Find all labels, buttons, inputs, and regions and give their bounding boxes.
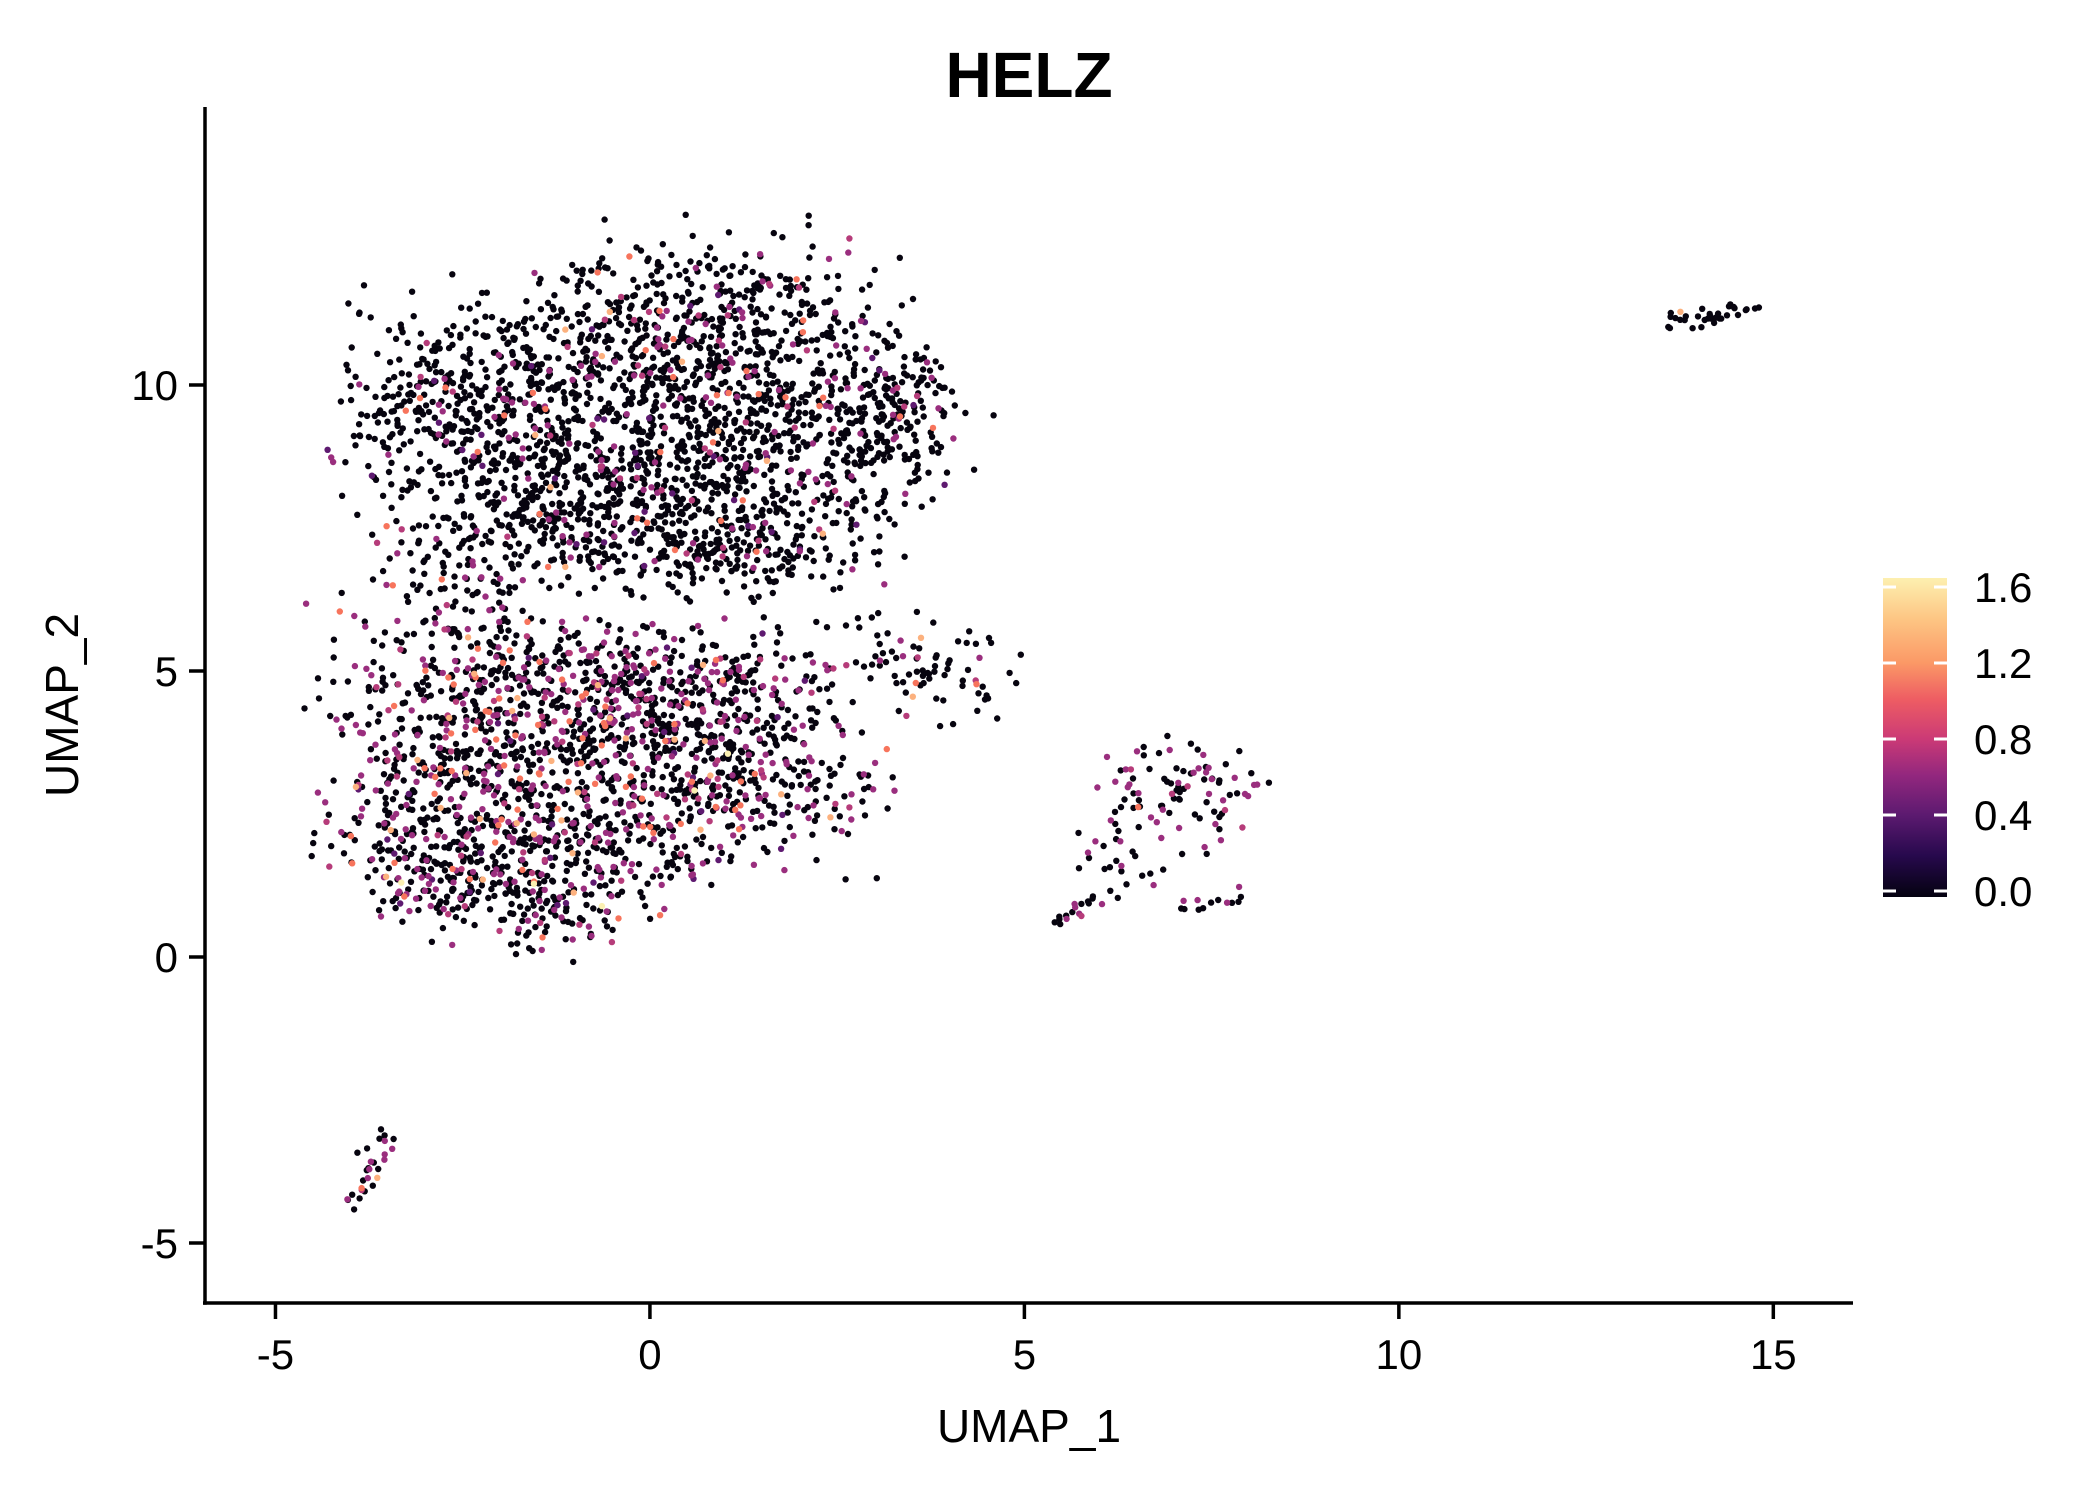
colorbar-tick-label: 1.2 — [1974, 640, 2032, 687]
y-tick-label: -5 — [141, 1220, 178, 1267]
data-points-salmon — [336, 253, 1142, 1192]
data-points-pale_orange — [352, 308, 1684, 1182]
plot-title: HELZ — [945, 39, 1112, 111]
y-tick-label: 10 — [131, 362, 178, 409]
colorbar-tick-label: 0.0 — [1974, 868, 2032, 915]
x-tick-label: 0 — [638, 1331, 661, 1378]
y-tick-label: 0 — [155, 934, 178, 981]
colorbar-tick-label: 0.8 — [1974, 716, 2032, 763]
x-tick-label: 15 — [1750, 1331, 1797, 1378]
y-tick-label: 5 — [155, 648, 178, 695]
colorbar-tick-label: 0.4 — [1974, 792, 2032, 839]
x-tick-label: -5 — [257, 1331, 294, 1378]
x-tick-label: 5 — [1013, 1331, 1036, 1378]
data-points-magenta — [323, 235, 1246, 1194]
x-axis-title: UMAP_1 — [937, 1400, 1121, 1452]
scatter-points-layer — [301, 211, 1763, 1213]
colorbar-tick-label: 1.6 — [1974, 564, 2032, 611]
data-points-purple — [302, 249, 1261, 1203]
x-axis-ticks: -5 0 5 10 15 — [257, 1304, 1797, 1378]
y-axis-title: UMAP_2 — [36, 613, 88, 797]
data-points-dark_purple — [324, 291, 948, 909]
y-axis-ticks: -5 0 5 10 — [131, 362, 204, 1267]
axes: -5 0 5 10 15 -5 0 5 10 — [131, 107, 1853, 1378]
x-tick-label: 10 — [1375, 1331, 1422, 1378]
colorbar-legend: 1.6 1.2 0.8 0.4 0.0 — [1883, 564, 2032, 915]
data-points-cream — [398, 750, 732, 910]
